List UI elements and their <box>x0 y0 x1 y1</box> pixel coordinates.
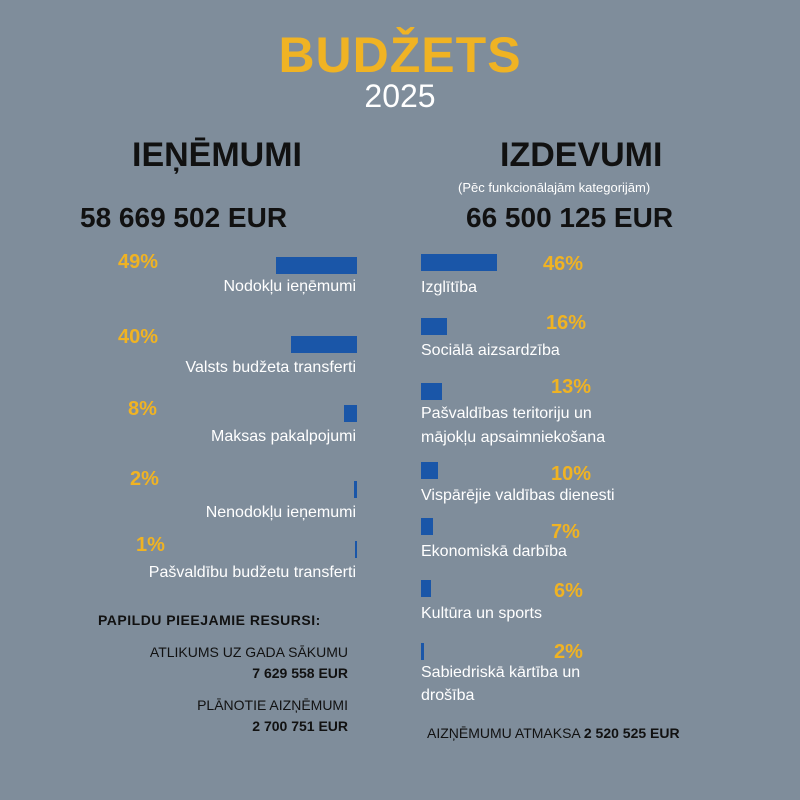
expense-percent: 46% <box>543 253 584 275</box>
revenue-label: Pašvaldību budžetu transferti <box>148 564 356 581</box>
expense-bar <box>421 383 442 400</box>
revenue-heading: IEŅĒMUMI <box>132 136 302 174</box>
expense-label: Vispārējie valdības dienesti <box>421 487 615 504</box>
balance-value: 7 629 558 EUR <box>252 665 348 681</box>
expense-label: Izglītība <box>421 279 478 296</box>
loan-repayment-value: 2 520 525 EUR <box>583 725 680 741</box>
revenue-percent: 2% <box>130 468 159 490</box>
page-title: BUDŽETS <box>278 27 522 83</box>
expense-percent: 2% <box>554 641 583 663</box>
expense-percent: 6% <box>554 580 583 602</box>
expense-label-line2: mājokļu apsaimniekošana <box>421 429 606 446</box>
revenue-label: Nenodokļu ieņemumi <box>205 504 356 521</box>
revenue-percent: 8% <box>128 398 157 420</box>
expense-percent: 10% <box>551 463 592 485</box>
loan-repayment: AIZŅĒMUMU ATMAKSA 2 520 525 EUR <box>427 724 680 742</box>
expense-bar <box>421 462 438 479</box>
expenses-total: 66 500 125 EUR <box>466 202 674 233</box>
revenue-percent: 1% <box>136 534 165 556</box>
revenue-label: Maksas pakalpojumi <box>211 428 356 445</box>
revenue-label: Valsts budžeta transferti <box>185 359 356 376</box>
expense-bar <box>421 643 424 660</box>
revenue-percent: 40% <box>118 326 159 348</box>
loan-repayment-label: AIZŅĒMUMU ATMAKSA <box>427 725 580 741</box>
expense-bar <box>421 254 497 271</box>
expense-label: Sociālā aizsardzība <box>421 342 560 359</box>
revenue-percent: 49% <box>118 251 159 273</box>
expense-bar <box>421 580 431 597</box>
expense-percent: 13% <box>551 376 592 398</box>
expense-label: Ekonomiskā darbība <box>421 543 567 560</box>
expense-bar <box>421 318 447 335</box>
expense-label: Pašvaldības teritoriju un <box>421 405 592 422</box>
loans-value: 2 700 751 EUR <box>252 718 348 734</box>
revenue-bar <box>291 336 357 353</box>
revenue-total: 58 669 502 EUR <box>80 202 288 233</box>
revenue-bar <box>276 257 357 274</box>
expense-label: Kultūra un sports <box>421 605 542 622</box>
expense-label: Sabiedriskā kārtība un <box>421 664 581 681</box>
expense-percent: 16% <box>546 312 587 334</box>
page-year: 2025 <box>364 78 436 114</box>
expenses-subheading: (Pēc funkcionālajām kategorijām) <box>458 180 651 195</box>
revenue-bar <box>344 405 357 422</box>
revenue-bar <box>354 481 357 498</box>
expense-percent: 7% <box>551 521 580 543</box>
loans-label: PLĀNOTIE AIZŅĒMUMI <box>197 697 348 713</box>
additional-resources-heading: PAPILDU PIEEJAMIE RESURSI: <box>98 612 321 628</box>
expense-bar <box>421 518 433 535</box>
expense-label-line2: drošība <box>421 687 475 704</box>
balance-label: ATLIKUMS UZ GADA SĀKUMU <box>149 644 348 660</box>
revenue-label: Nodokļu ieņēmumi <box>223 278 356 295</box>
expenses-heading: IZDEVUMI <box>500 136 663 174</box>
revenue-bar <box>355 541 357 558</box>
